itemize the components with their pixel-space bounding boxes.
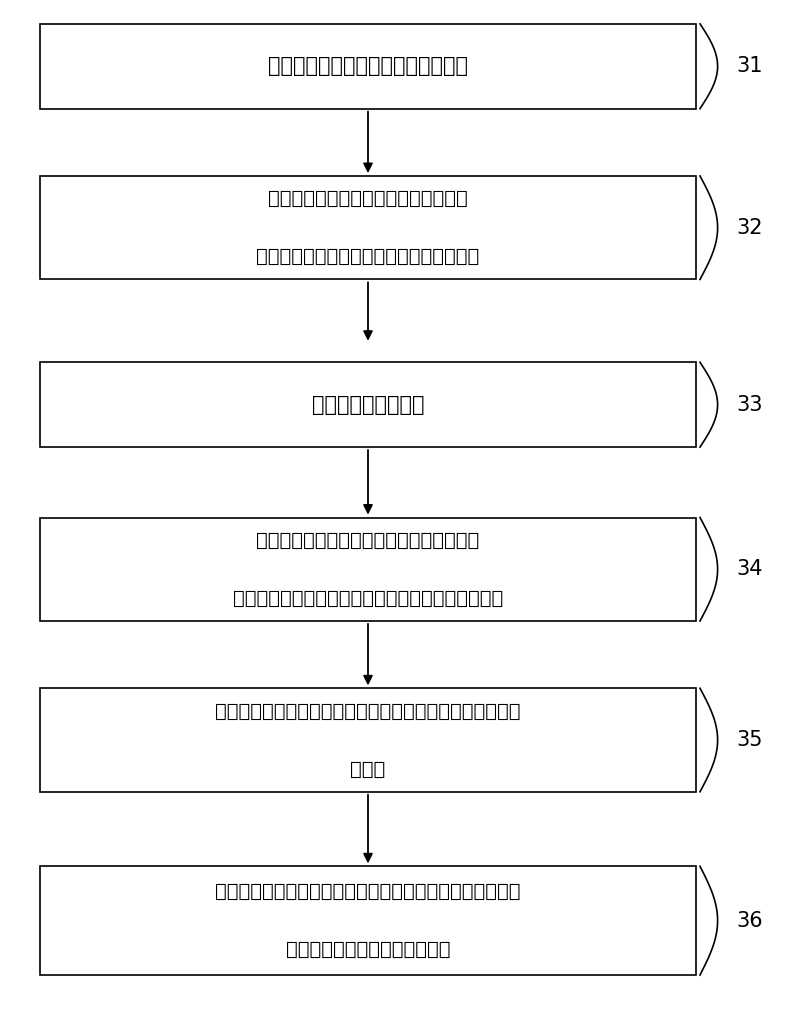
Text: 确定出嘴巴的中轴线: 确定出嘴巴的中轴线	[312, 394, 424, 415]
Text: 31: 31	[736, 56, 762, 77]
Text: 36: 36	[736, 911, 762, 932]
Text: 为人脸嘴巴外轮廓的其余特征点: 为人脸嘴巴外轮廓的其余特征点	[286, 940, 450, 959]
FancyBboxPatch shape	[40, 688, 696, 792]
Text: 35: 35	[736, 730, 762, 750]
Text: 32: 32	[736, 217, 762, 238]
Text: 获取输入人脸图像帧人脸嘴角点位置: 获取输入人脸图像帧人脸嘴角点位置	[268, 56, 468, 77]
Text: 对输入人脸图像帧进行尺寸和角度的归一化: 对输入人脸图像帧进行尺寸和角度的归一化	[256, 247, 480, 266]
FancyBboxPatch shape	[40, 518, 696, 621]
Text: 获取输入人脸图像帧人脸眼角点位置，: 获取输入人脸图像帧人脸眼角点位置，	[268, 189, 468, 208]
FancyBboxPatch shape	[40, 866, 696, 975]
Text: 并将上嘴唇候选点与下嘴唇候选点组成多对候选点对: 并将上嘴唇候选点与下嘴唇候选点组成多对候选点对	[233, 589, 503, 608]
Text: 34: 34	[736, 559, 762, 580]
Text: 拟合出嘴巴的外轮廓线，在所述外轮廓线上选取外轮廓点作: 拟合出嘴巴的外轮廓线，在所述外轮廓线上选取外轮廓点作	[215, 882, 521, 901]
Text: 从上下嘴唇外轮廓特征点的候选点对中确定上下嘴唇外轮廓: 从上下嘴唇外轮廓特征点的候选点对中确定上下嘴唇外轮廓	[215, 702, 521, 720]
FancyBboxPatch shape	[40, 24, 696, 109]
FancyBboxPatch shape	[40, 176, 696, 279]
FancyBboxPatch shape	[40, 362, 696, 447]
Text: 特征点: 特征点	[350, 760, 386, 778]
Text: 确定多个上下嘴唇外轮廓特征点的候选点，: 确定多个上下嘴唇外轮廓特征点的候选点，	[256, 531, 480, 550]
Text: 33: 33	[736, 394, 762, 415]
